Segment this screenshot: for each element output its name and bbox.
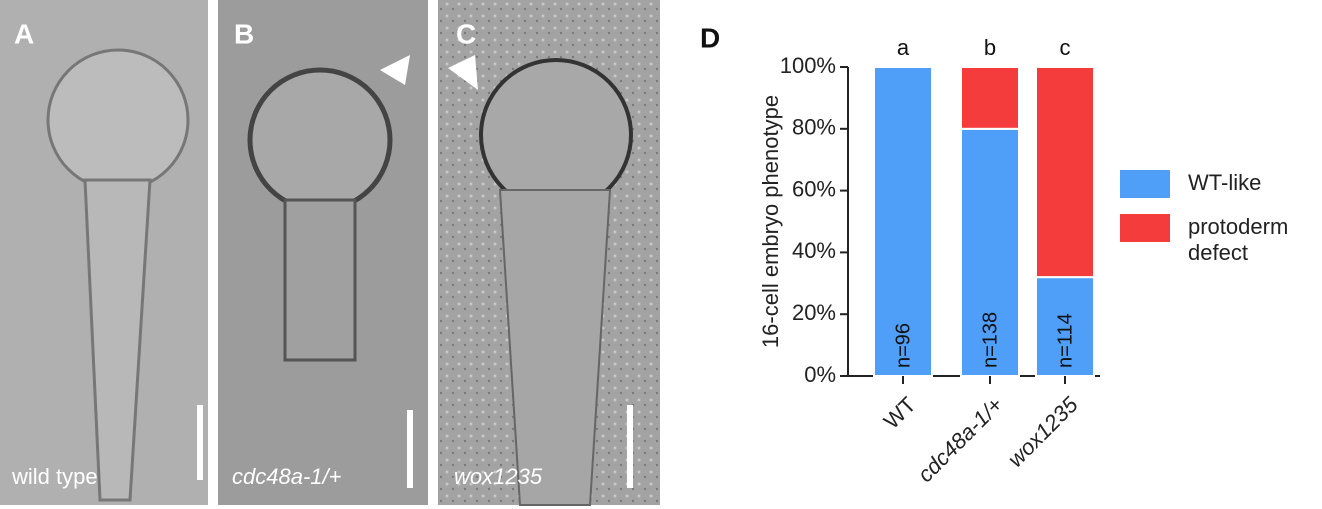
- legend-item: WT-like: [1120, 170, 1308, 198]
- y-tick-label: 0%: [804, 362, 836, 387]
- y-axis-label: 16-cell embryo phenotype: [758, 95, 783, 348]
- legend: WT-like protoderm defect: [1120, 170, 1308, 282]
- figure: Awild type Bcdc48a-1/+ Cwox1235 D 16-cell em…: [0, 0, 1322, 509]
- y-tick-label: 100%: [780, 53, 836, 78]
- bar-segment: [1036, 67, 1094, 277]
- y-tick-label: 20%: [792, 300, 836, 325]
- panel-caption: wox1235: [454, 464, 543, 489]
- micrograph-c: [438, 0, 660, 505]
- panel-label: A: [14, 18, 34, 49]
- micrograph-b: [218, 0, 428, 505]
- bar-label: n=138: [979, 312, 1001, 368]
- legend-label: protoderm defect: [1188, 214, 1308, 266]
- bar-label: n=114: [1054, 313, 1076, 368]
- annotation: b: [984, 35, 996, 60]
- y-tick-label: 40%: [792, 238, 836, 263]
- legend-label: WT-like: [1188, 170, 1308, 196]
- y-tick-label: 60%: [792, 176, 836, 201]
- x-tick-label: WT: [879, 392, 921, 434]
- panel-label: B: [234, 18, 254, 49]
- x-tick-label: wox1235: [1003, 391, 1083, 471]
- annotation: a: [897, 35, 910, 60]
- legend-item: protoderm defect: [1120, 214, 1308, 266]
- x-tick-label: cdc48a-1/+: [913, 392, 1008, 487]
- bar-label: n=96: [892, 323, 914, 368]
- legend-swatch: [1120, 214, 1170, 242]
- panel-label: C: [456, 18, 476, 49]
- bar-segment: [961, 67, 1019, 129]
- panel-label: D: [700, 22, 720, 53]
- y-tick-label: 80%: [792, 115, 836, 140]
- annotation: c: [1060, 35, 1071, 60]
- micrograph-a: [0, 0, 208, 505]
- panel-caption: cdc48a-1/+: [232, 464, 342, 489]
- legend-swatch: [1120, 170, 1170, 198]
- panel-caption: wild type: [11, 464, 98, 489]
